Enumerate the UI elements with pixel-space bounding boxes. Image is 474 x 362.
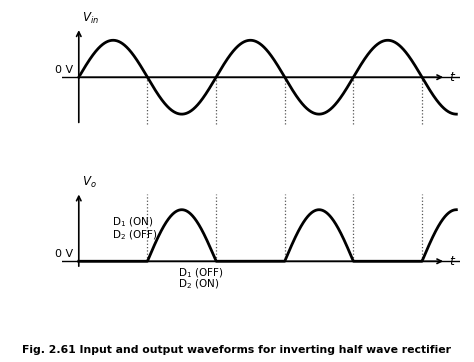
Text: 0 V: 0 V bbox=[55, 249, 73, 259]
Text: V$_o$: V$_o$ bbox=[82, 175, 97, 190]
Text: t: t bbox=[449, 71, 455, 84]
Text: D$_1$ (OFF): D$_1$ (OFF) bbox=[178, 266, 223, 280]
Text: 0 V: 0 V bbox=[55, 66, 73, 75]
Text: D$_2$ (OFF): D$_2$ (OFF) bbox=[112, 228, 157, 242]
Text: D$_2$ (ON): D$_2$ (ON) bbox=[178, 278, 219, 291]
Text: t: t bbox=[449, 255, 455, 268]
Text: D$_1$ (ON): D$_1$ (ON) bbox=[112, 216, 153, 229]
Text: V$_{in}$: V$_{in}$ bbox=[82, 11, 100, 26]
Text: Fig. 2.61 Input and output waveforms for inverting half wave rectifier: Fig. 2.61 Input and output waveforms for… bbox=[22, 345, 452, 355]
